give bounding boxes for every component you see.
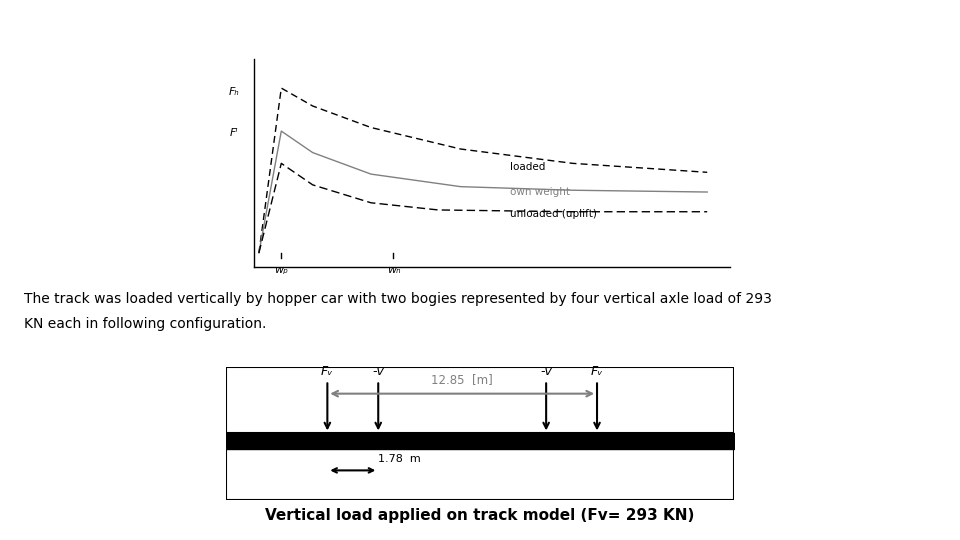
Text: Fᴵ: Fᴵ: [230, 128, 238, 138]
Text: Model of lateral ballast behavior under different vertical loadings: Model of lateral ballast behavior under …: [10, 15, 733, 34]
Text: Fₕ: Fₕ: [228, 86, 240, 97]
Text: 12.85  [m]: 12.85 [m]: [431, 373, 493, 386]
Text: unloaded (uplift): unloaded (uplift): [510, 208, 597, 219]
Text: -v: -v: [540, 365, 552, 378]
Text: wₙ: wₙ: [387, 265, 400, 275]
Text: own weight: own weight: [510, 187, 570, 197]
Text: The track was loaded vertically by hopper car with two bogies represented by fou: The track was loaded vertically by hoppe…: [24, 292, 772, 331]
Text: -v: -v: [372, 365, 384, 378]
Text: Fᵥ: Fᵥ: [590, 365, 603, 378]
Text: Fᵥ: Fᵥ: [321, 365, 334, 378]
Text: Vertical load applied on track model (Fv= 293 KN): Vertical load applied on track model (Fv…: [265, 508, 695, 523]
Text: loaded: loaded: [510, 162, 545, 172]
Text: wₚ: wₚ: [275, 265, 288, 275]
Text: 1.78  m: 1.78 m: [378, 454, 421, 464]
